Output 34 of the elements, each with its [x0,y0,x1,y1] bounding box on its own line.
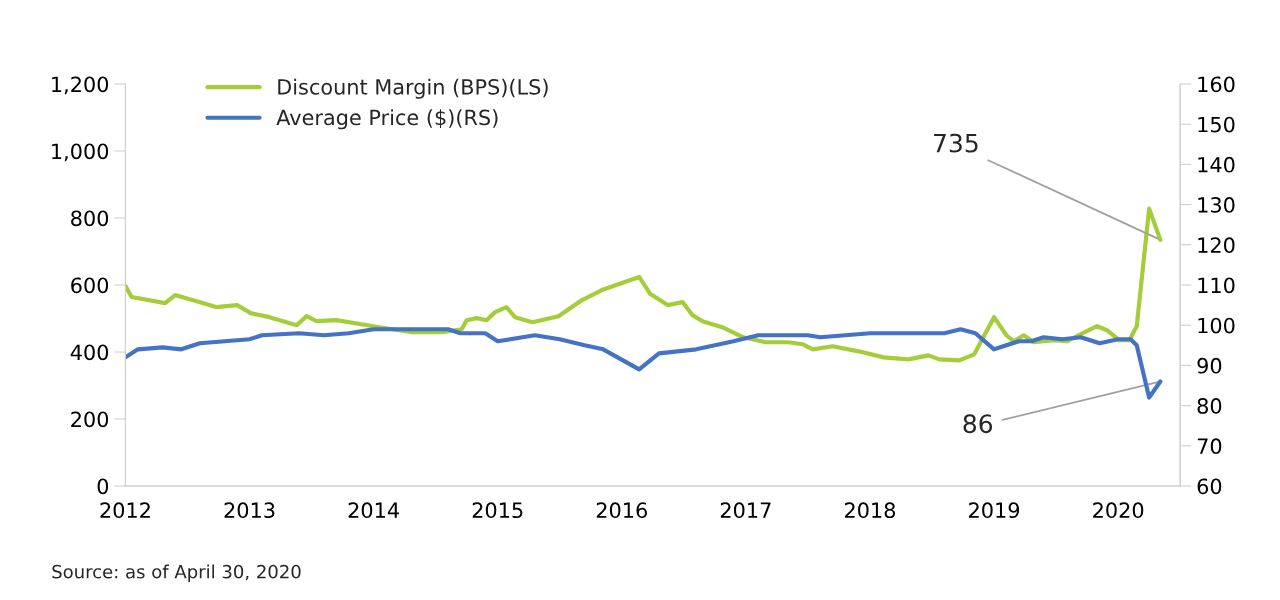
y-tick-label: 600 [71,277,109,294]
x-tick-label: 2020 [1093,502,1144,519]
y-tick-label: 800 [71,210,109,227]
x-tick-label: 2015 [472,502,523,519]
line-series [125,327,1163,400]
x-tick-label: 2016 [596,502,647,519]
y2-tick-label: 120 [1198,237,1235,254]
y2-tick-label: 160 [1198,76,1235,93]
line-series [125,206,1163,363]
y2-tick-label: 90 [1197,357,1222,374]
y-tick-label: 200 [71,411,109,428]
y-tick-label: 1,000 [52,143,109,162]
x-tick-label: 2014 [348,502,399,519]
y2-tick-label: 80 [1197,398,1222,414]
x-tick-label: 2013 [224,502,275,519]
legend-label: Average Price ($)(RS) [276,109,498,130]
y2-tick-label: 140 [1198,156,1235,173]
annotation: 735 [934,133,978,153]
annotation: 86 [963,414,993,434]
x-tick-label: 2018 [844,502,896,519]
y2-tick-label: 130 [1198,197,1235,213]
source-note: Source: as of April 30, 2020 [52,564,301,582]
y2-tick-label: 150 [1198,116,1235,133]
y-tick-label: 400 [70,344,109,361]
y2-tick-label: 70 [1197,438,1222,455]
y-tick-label: 0 [97,478,109,495]
y2-tick-label: 100 [1198,317,1235,334]
x-tick-label: 2012 [100,502,150,519]
y2-tick-label: 110 [1198,277,1235,294]
y2-tick-label: 60 [1197,478,1222,495]
legend-label: Discount Margin (BPS)(LS) [278,78,548,99]
x-tick-label: 2017 [720,502,771,519]
x-tick-label: 2019 [969,502,1020,519]
y-tick-label: 1,200 [52,76,109,95]
